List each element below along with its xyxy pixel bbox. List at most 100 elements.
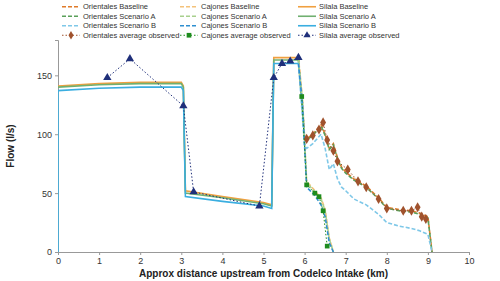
legend-item: Silala Scenario A — [298, 12, 376, 21]
plot-area — [58, 53, 432, 252]
y-axis-title: Flow (l/s) — [5, 124, 16, 167]
series-line — [58, 64, 298, 252]
series-marker — [320, 117, 326, 127]
x-tick: 10 — [464, 252, 474, 266]
x-tick-mark — [346, 252, 347, 255]
series-marker — [363, 182, 369, 192]
x-tick-mark — [222, 252, 223, 255]
y-tick-label: 100 — [37, 130, 52, 140]
x-tick-label: 8 — [385, 256, 390, 266]
legend-label: Orientales average observed — [83, 31, 179, 40]
y-axis: 0 50 100 150 — [37, 41, 59, 258]
x-tick: 2 — [138, 252, 143, 266]
x-tick: 8 — [385, 252, 390, 266]
y-tick: 0 — [47, 247, 58, 257]
series-marker — [384, 203, 390, 213]
x-tick-mark — [264, 252, 265, 255]
x-axis: 012345678910 — [56, 252, 475, 266]
series-marker — [270, 73, 278, 80]
x-tick: 4 — [220, 252, 225, 266]
x-tick-mark — [140, 252, 141, 255]
x-axis-line — [59, 253, 470, 256]
x-tick: 5 — [261, 252, 266, 266]
series-marker — [304, 183, 309, 188]
legend-item: Orientales average observed — [62, 31, 179, 40]
x-tick: 1 — [97, 252, 102, 266]
series-marker — [355, 176, 361, 186]
y-tick-mark — [55, 193, 58, 194]
legend-item: Orientales Baseline — [62, 2, 148, 11]
x-tick-label: 5 — [261, 256, 266, 266]
x-tick-mark — [469, 252, 470, 255]
y-tick-mark — [55, 75, 58, 76]
series-marker — [316, 124, 322, 134]
x-tick-mark — [99, 252, 100, 255]
x-tick: 9 — [426, 252, 431, 266]
legend-item: Cajones Baseline — [180, 2, 259, 11]
legend-swatch — [298, 25, 316, 27]
legend-swatch — [298, 15, 316, 17]
y-tick-label: 50 — [42, 188, 52, 198]
series-marker — [345, 164, 351, 174]
series-marker — [376, 194, 382, 204]
series-marker — [313, 191, 318, 196]
series-marker — [423, 214, 429, 224]
legend-label: Orientales Baseline — [83, 2, 148, 11]
series-line — [307, 122, 426, 219]
legend-item: Cajones Scenario B — [180, 21, 267, 30]
legend-marker — [303, 31, 310, 37]
x-tick-label: 3 — [179, 256, 184, 266]
y-tick: 50 — [42, 188, 58, 198]
legend-item: Orientales Scenario A — [62, 12, 156, 21]
series-marker — [286, 56, 294, 63]
legend: Orientales Baseline Cajones Baseline Silal… — [62, 2, 399, 40]
legend-label: Cajones Baseline — [201, 2, 259, 11]
series-line — [298, 64, 333, 252]
x-tick-label: 2 — [138, 256, 143, 266]
y-tick-mark — [55, 252, 58, 253]
legend-swatch — [180, 15, 198, 17]
x-tick-mark — [428, 252, 429, 255]
legend-item: Orientales Scenario B — [62, 21, 156, 30]
legend-swatch — [62, 6, 80, 8]
series-line — [298, 64, 432, 252]
legend-item: Silala Baseline — [298, 2, 368, 11]
series-marker — [179, 101, 187, 108]
legend-label: Cajones Scenario B — [201, 21, 267, 30]
series-marker — [335, 156, 341, 166]
legend-label: Cajones average observed — [201, 31, 291, 40]
x-tick-label: 4 — [220, 256, 225, 266]
legend-item: Cajones average observed — [180, 31, 291, 40]
series-marker — [325, 244, 330, 249]
series-marker — [126, 54, 134, 61]
series-marker — [409, 206, 415, 216]
series-line — [107, 58, 298, 206]
series-marker — [103, 73, 111, 80]
x-tick-label: 1 — [97, 256, 102, 266]
x-tick: 0 — [56, 252, 61, 266]
legend-label: Silala average observed — [319, 31, 399, 40]
legend-swatch — [62, 25, 80, 27]
chart: 012345678910050100150Approx distance ups… — [0, 0, 500, 281]
series-marker — [310, 130, 316, 140]
series-marker — [278, 59, 286, 66]
x-tick-label: 9 — [426, 256, 431, 266]
y-tick: 100 — [37, 130, 58, 140]
series-line — [58, 60, 298, 206]
x-tick-mark — [181, 252, 182, 255]
x-axis-title: Approx distance upstream from Codelco In… — [139, 268, 388, 279]
legend-swatch — [180, 25, 198, 27]
legend-swatch — [62, 15, 80, 17]
y-tick: 150 — [37, 71, 58, 81]
legend-label: Silala Scenario A — [319, 12, 376, 21]
x-tick-mark — [305, 252, 306, 255]
x-tick: 6 — [303, 252, 308, 266]
legend-label: Orientales Scenario B — [83, 21, 156, 30]
legend-label: Silala Baseline — [319, 2, 368, 11]
series-line — [298, 60, 432, 252]
series-marker — [415, 202, 421, 212]
x-tick-label: 10 — [464, 256, 474, 266]
series-marker — [400, 206, 406, 216]
series-marker — [299, 94, 304, 99]
series-marker — [321, 208, 326, 213]
